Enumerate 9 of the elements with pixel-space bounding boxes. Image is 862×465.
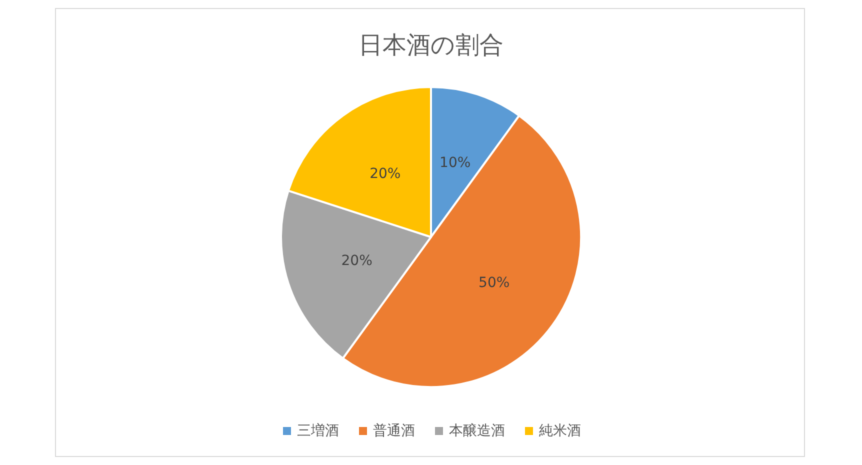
legend-label: 三増酒 — [297, 422, 339, 439]
data-label: 10% — [440, 154, 471, 171]
data-label: 50% — [478, 274, 510, 291]
legend-label: 純米酒 — [539, 423, 581, 439]
data-label: 20% — [370, 166, 401, 182]
chart-title: 日本酒の割合 — [358, 31, 504, 59]
data-label: 20% — [341, 253, 372, 270]
legend-label: 普通酒 — [373, 422, 415, 439]
legend-label: 本醸造酒 — [449, 423, 505, 439]
